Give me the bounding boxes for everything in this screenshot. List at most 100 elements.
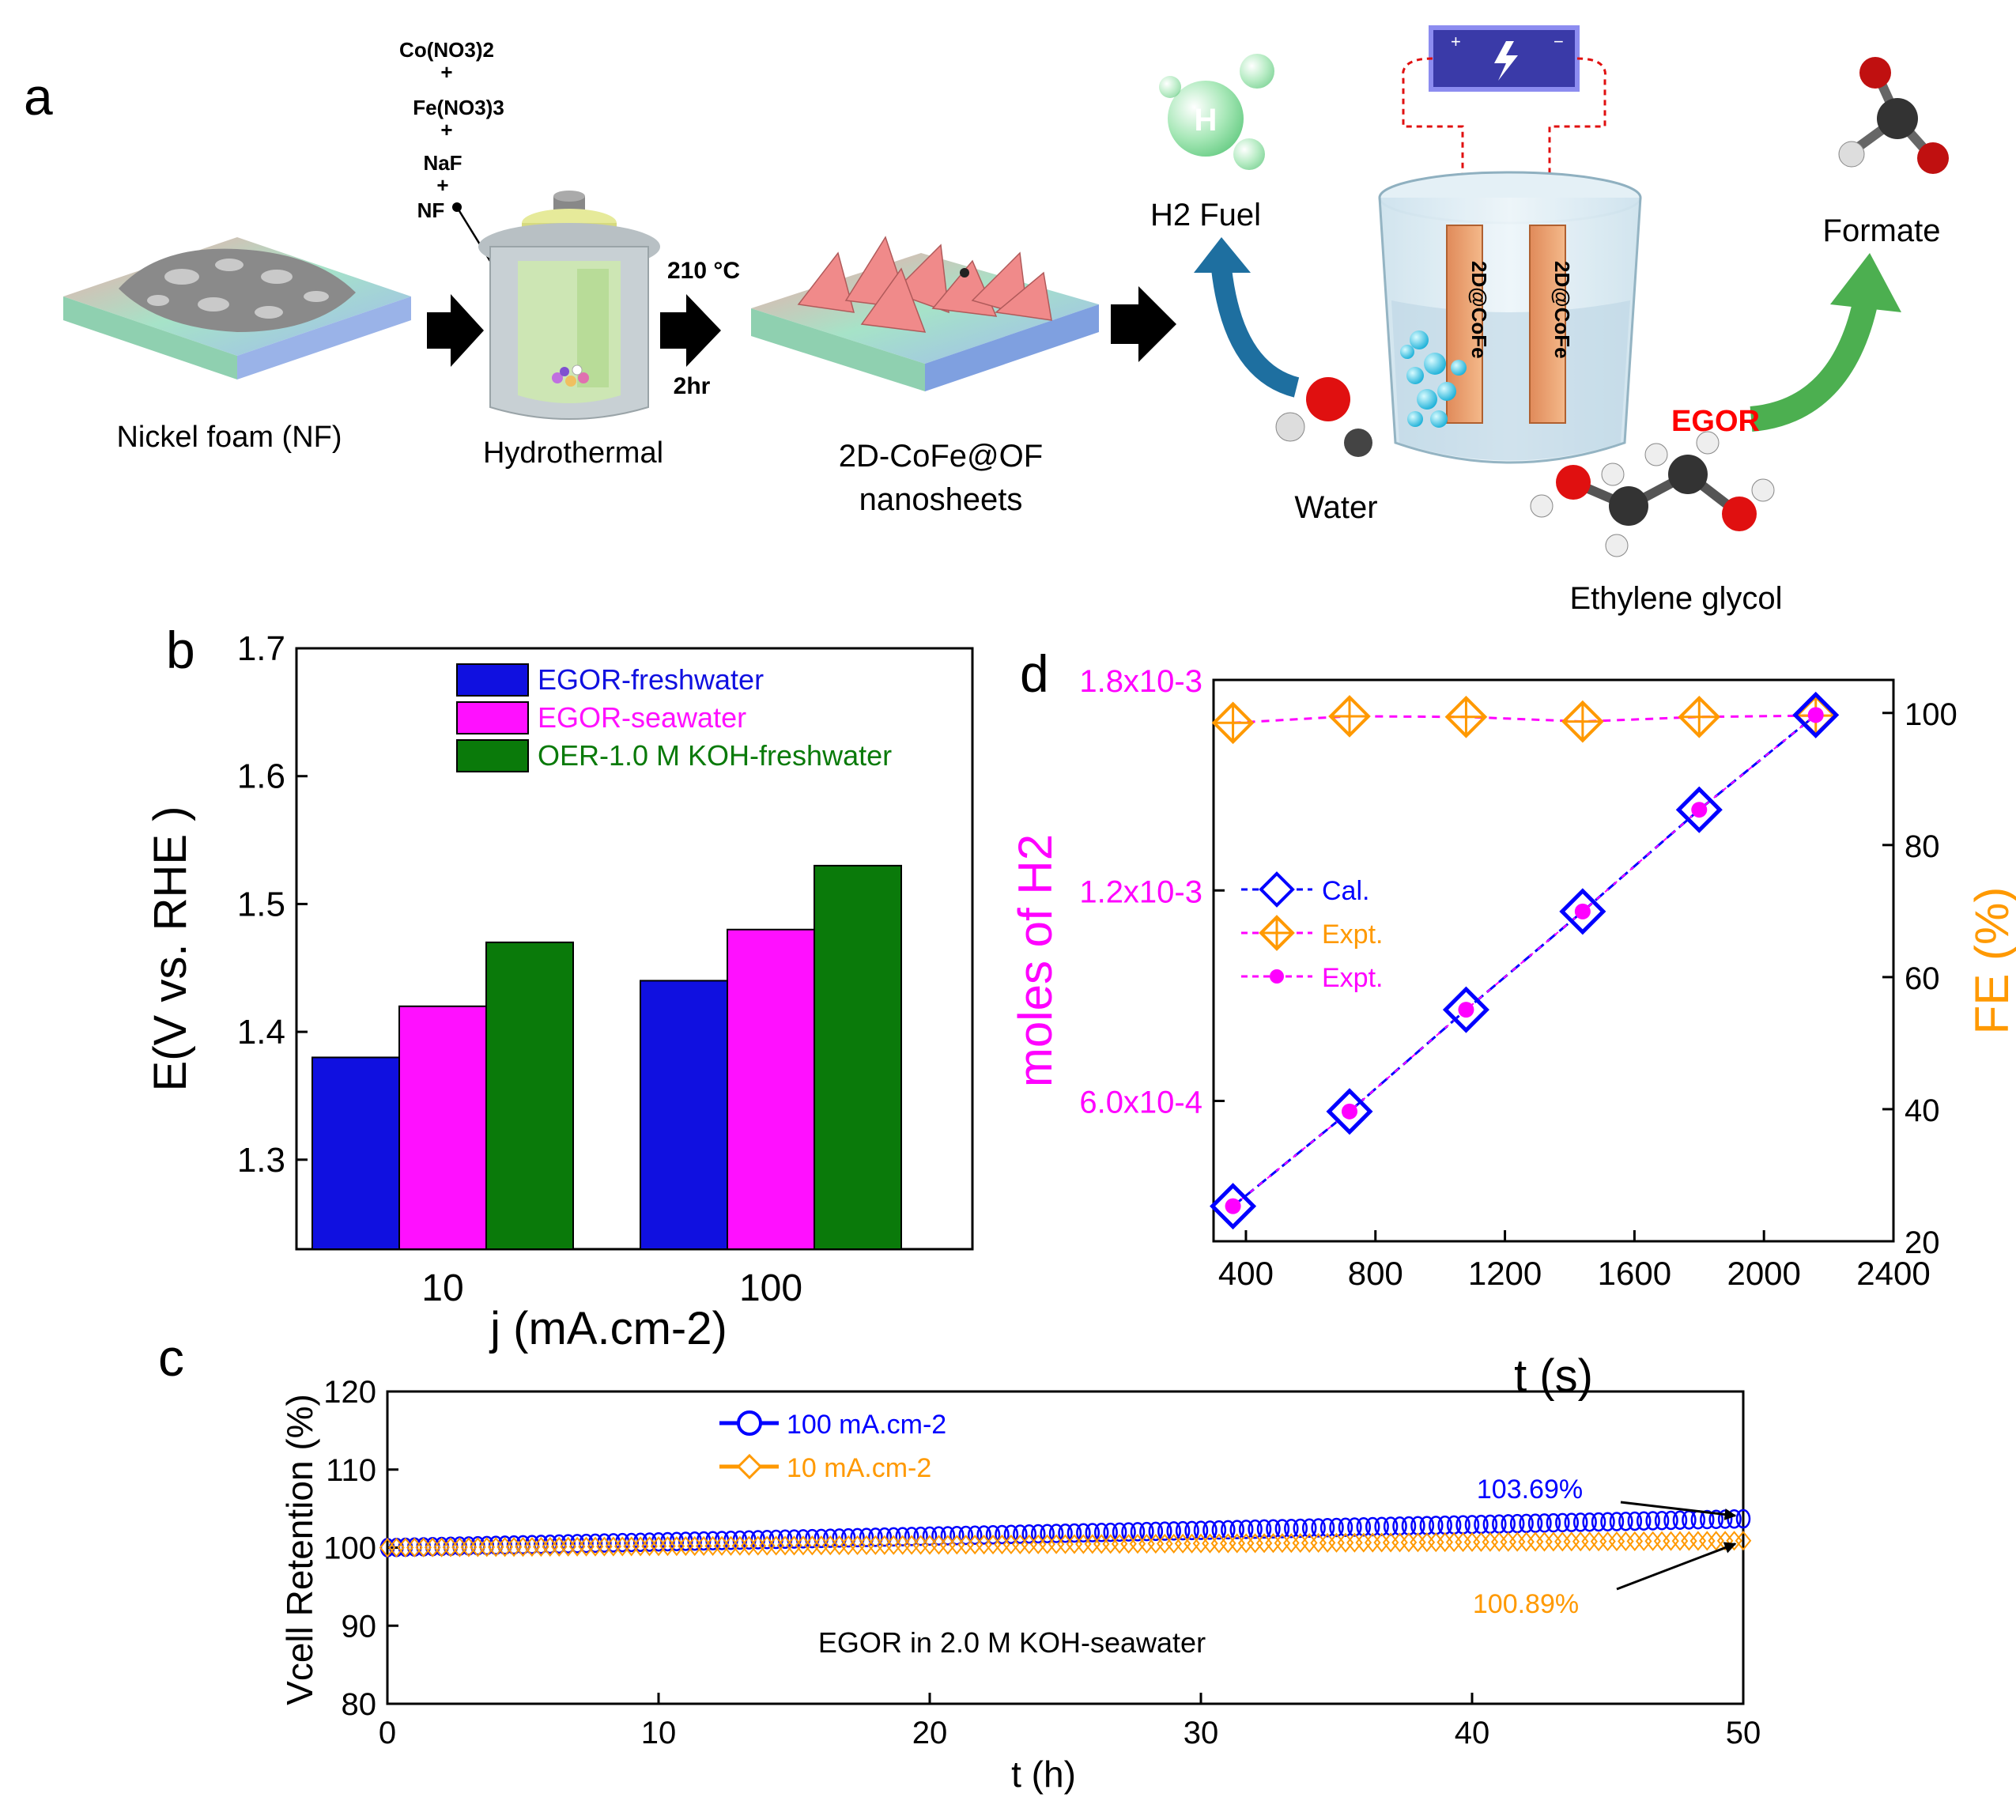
beaker-illustration (1378, 171, 1642, 464)
d-point-expt (1807, 707, 1824, 723)
c-xtick-label: 10 (641, 1716, 677, 1750)
d-ytick-right-label: 60 (1905, 961, 1940, 996)
d-legend-item: Expt. (1241, 963, 1383, 993)
d-point-expt (1691, 802, 1708, 818)
chart-c-xlabel: t (h) (1011, 1754, 1076, 1795)
label-product-line1: 2D-CoFe@OF (839, 439, 1043, 474)
reagent-fe-nitrate: Fe(NO3)3 (413, 96, 504, 119)
circuit-wire-left (1401, 57, 1464, 221)
reagent-nf: NF (417, 198, 445, 222)
d-point-fe (1678, 695, 1721, 738)
b-ytick-label: 1.4 (237, 1013, 285, 1052)
b-bar-egor-seawater (398, 1005, 487, 1251)
c-xtick-label: 30 (1184, 1716, 1219, 1750)
c-ytick-label: 100 (323, 1531, 376, 1566)
b-legend-label: OER-1.0 M KOH-freshwater (538, 739, 892, 772)
reagent-co-nitrate: Co(NO3)2 (399, 38, 494, 62)
d-point-cal (1326, 1088, 1373, 1135)
reagent-plus-2: + (440, 118, 452, 142)
ethylene-glycol-molecule (1530, 431, 1775, 557)
c-end-arrow-100 (1620, 1501, 1737, 1520)
c-end-label-10: 100.89% (1473, 1589, 1579, 1619)
d-ytick-right-label: 100 (1905, 697, 1957, 732)
b-xtick-label: 10 (421, 1267, 463, 1309)
svg-text:10 mA.cm-2: 10 mA.cm-2 (787, 1453, 931, 1483)
label-product-line2: nanosheets (859, 482, 1023, 517)
panel-label-d: d (1020, 644, 1049, 703)
c-legend-item: 10 mA.cm-2 (719, 1453, 931, 1483)
process-arrow-3 (1111, 286, 1176, 362)
autoclave-illustration (478, 191, 660, 420)
d-ytick-left-label: 1.2x10-3 (1079, 874, 1202, 909)
water-molecule (1275, 377, 1372, 457)
d-point-expt (1574, 903, 1591, 919)
d-point-fe (1211, 701, 1255, 745)
b-legend-label: EGOR-seawater (538, 701, 746, 734)
d-ytick-right-label: 20 (1905, 1225, 1940, 1260)
svg-text:Cal.: Cal. (1322, 876, 1369, 906)
water-to-h2-arrowhead (1194, 237, 1251, 273)
c-xtick-label: 40 (1455, 1716, 1490, 1750)
chart-d-xlabel: t (s) (1514, 1350, 1593, 1402)
b-legend-swatch (456, 739, 529, 772)
b-bar-oer-1-0-m-koh-freshwater (814, 864, 902, 1251)
b-ytick-label: 1.3 (237, 1141, 285, 1180)
d-xtick-label: 1200 (1468, 1255, 1542, 1292)
panel-label-a: a (24, 67, 53, 126)
panel-c-stability-chart: c Vcell Retention (%) t (h) EGOR in 2.0 … (158, 1328, 1761, 1795)
c-end-label-100: 103.69% (1477, 1475, 1583, 1505)
d-xtick-label: 800 (1348, 1255, 1403, 1292)
svg-text:100 mA.cm-2: 100 mA.cm-2 (787, 1410, 946, 1440)
chart-d-ylabel-right: FE (%) (1965, 887, 2016, 1035)
process-arrow-1 (427, 294, 484, 367)
c-ytick-label: 120 (323, 1375, 376, 1410)
chart-b-plot-area (295, 647, 974, 1251)
chart-b-xlabel: j (mA.cm-2) (489, 1303, 727, 1354)
reagent-plus-1: + (440, 60, 452, 84)
c-ytick-label: 90 (342, 1609, 377, 1644)
h2-bubbles-illustration: H (1159, 54, 1274, 170)
d-ytick-left-label: 1.8x10-3 (1079, 664, 1202, 699)
d-ytick-right-label: 80 (1905, 829, 1940, 864)
label-ethylene-glycol: Ethylene glycol (1569, 581, 1782, 616)
chart-d-plot-area (1212, 678, 1895, 1243)
d-xtick-label: 2400 (1856, 1255, 1930, 1292)
d-point-cal (1559, 888, 1606, 935)
b-xtick-label: 100 (739, 1267, 802, 1309)
d-ytick-left-label: 6.0x10-4 (1079, 1086, 1202, 1120)
b-legend-label: EGOR-freshwater (538, 663, 764, 696)
d-point-fe (1561, 700, 1604, 743)
chart-b-ylabel: E(V vs. RHE ) (145, 806, 196, 1092)
panel-label-b: b (166, 621, 195, 679)
cofe-nanosheet-illustration (751, 236, 1099, 391)
electrode-label-left: 2D@CoFe (1467, 261, 1491, 359)
d-line-fe (1233, 714, 1816, 724)
c-series-10 (379, 1531, 1752, 1558)
reagent-plus-3: + (436, 173, 448, 197)
d-point-expt (1458, 1002, 1474, 1018)
chart-c-ylabel: Vcell Retention (%) (279, 1394, 320, 1705)
b-legend-swatch (456, 701, 529, 734)
svg-text:+: + (1451, 32, 1461, 51)
b-legend-swatch (456, 663, 529, 697)
b-bar-egor-freshwater (311, 1056, 400, 1250)
c-end-arrow-10 (1616, 1542, 1737, 1591)
d-point-cal (1675, 786, 1723, 833)
c-legend-item: 100 mA.cm-2 (719, 1410, 946, 1440)
label-hydrothermal: Hydrothermal (483, 436, 663, 470)
d-legend-item: Cal. (1241, 871, 1369, 908)
nickel-foam-illustration (63, 237, 411, 379)
water-to-h2-arrow (1211, 267, 1300, 398)
d-xtick-label: 2000 (1727, 1255, 1800, 1292)
c-xtick-label: 0 (379, 1716, 396, 1750)
label-egor: EGOR (1671, 405, 1760, 438)
electrode-label-right: 2D@CoFe (1550, 261, 1574, 359)
d-line-cal (1232, 714, 1817, 1207)
d-point-cal (1792, 691, 1840, 738)
label-water: Water (1294, 490, 1377, 525)
label-nickel-foam: Nickel foam (NF) (116, 421, 342, 454)
svg-text:H: H (1195, 103, 1218, 138)
d-point-fe (1328, 695, 1371, 738)
reagent-naf: NaF (423, 151, 462, 175)
